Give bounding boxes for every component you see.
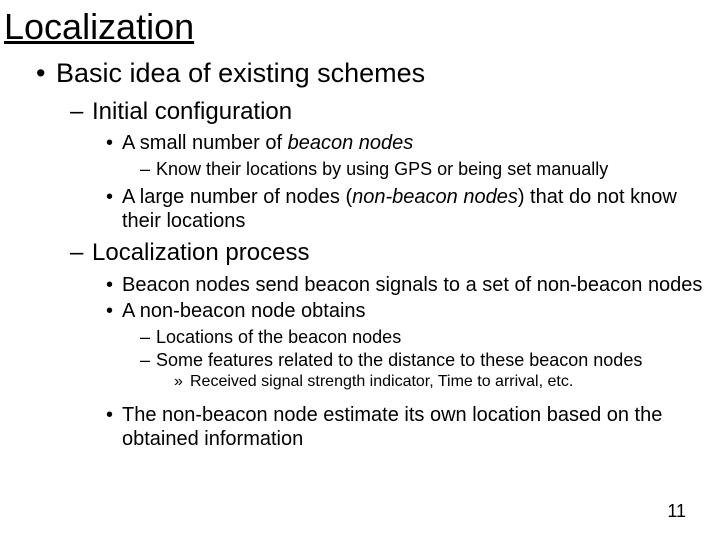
bullet-text: Beacon nodes send beacon signals to a se…	[122, 274, 720, 298]
text-segment: A small number of	[122, 132, 288, 154]
bullet-l3-large-nonbeacon: • A large number of nodes (non-beacon no…	[0, 186, 720, 233]
bullet-marker: –	[70, 239, 92, 267]
bullet-marker: •	[36, 58, 56, 90]
bullet-text: Localization process	[92, 239, 720, 267]
bullet-text: A small number of beacon nodes	[122, 132, 720, 156]
bullet-marker: »	[174, 373, 190, 392]
text-segment: A large number of nodes (	[122, 186, 352, 208]
slide: Localization • Basic idea of existing sc…	[0, 0, 720, 451]
page-number: 11	[667, 501, 686, 522]
bullet-l1-basic-idea: • Basic idea of existing schemes	[0, 58, 720, 90]
bullet-l3-estimate-location: • The non-beacon node estimate its own l…	[0, 404, 720, 451]
bullet-l5-rssi: » Received signal strength indicator, Ti…	[0, 373, 720, 392]
bullet-marker: –	[70, 98, 92, 126]
bullet-text: Locations of the beacon nodes	[156, 327, 720, 348]
bullet-l4-beacon-locations: – Locations of the beacon nodes	[0, 327, 720, 348]
bullet-marker: –	[140, 350, 156, 371]
bullet-text: The non-beacon node estimate its own loc…	[122, 404, 720, 451]
bullet-marker: –	[140, 327, 156, 348]
bullet-marker: •	[106, 300, 122, 324]
bullet-text: Some features related to the distance to…	[156, 350, 720, 371]
bullet-l3-node-obtains: • A non-beacon node obtains	[0, 300, 720, 324]
bullet-marker: •	[106, 404, 122, 428]
bullet-l3-send-signals: • Beacon nodes send beacon signals to a …	[0, 274, 720, 298]
bullet-text: Initial configuration	[92, 98, 720, 126]
bullet-l4-know-locations: – Know their locations by using GPS or b…	[0, 159, 720, 180]
bullet-l3-small-beacon: • A small number of beacon nodes	[0, 132, 720, 156]
bullet-marker: •	[106, 132, 122, 156]
bullet-l2-initial-config: – Initial configuration	[0, 98, 720, 126]
bullet-l4-distance-features: – Some features related to the distance …	[0, 350, 720, 371]
bullet-marker: –	[140, 159, 156, 180]
slide-title: Localization	[0, 0, 720, 58]
text-italic: non-beacon nodes	[352, 186, 518, 208]
bullet-marker: •	[106, 274, 122, 298]
bullet-text: A non-beacon node obtains	[122, 300, 720, 324]
bullet-text: A large number of nodes (non-beacon node…	[122, 186, 720, 233]
text-italic: beacon nodes	[288, 132, 414, 154]
bullet-text: Basic idea of existing schemes	[56, 58, 720, 90]
bullet-marker: •	[106, 186, 122, 210]
bullet-text: Received signal strength indicator, Time…	[190, 373, 720, 392]
bullet-text: Know their locations by using GPS or bei…	[156, 159, 720, 180]
bullet-l2-localization-process: – Localization process	[0, 239, 720, 267]
